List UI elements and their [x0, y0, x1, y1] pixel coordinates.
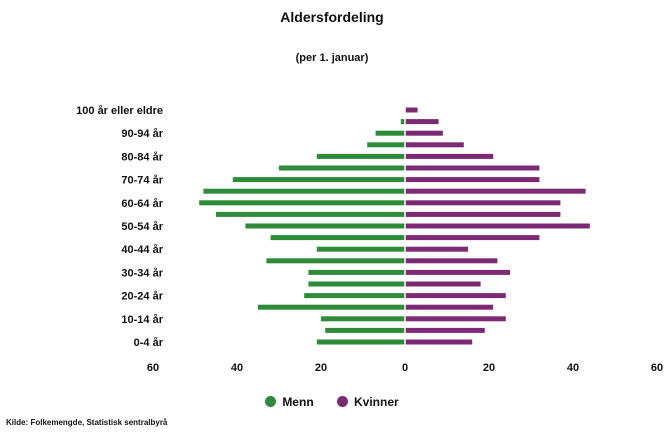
bar-women — [405, 269, 510, 275]
legend-label-men: Menn — [282, 395, 314, 409]
age-group-label: 60-64 år — [121, 198, 163, 210]
women-swatch-icon — [337, 396, 348, 407]
bar-men — [325, 327, 405, 333]
age-group-label: 0-4 år — [134, 337, 164, 349]
bar-women — [405, 235, 540, 241]
source-note: Kilde: Folkemengde, Statistisk sentralby… — [6, 418, 168, 427]
bar-women — [405, 281, 481, 287]
age-group-label: 100 år eller eldre — [76, 105, 163, 117]
x-tick-label: 40 — [567, 362, 579, 374]
age-group-label: 90-94 år — [121, 128, 163, 140]
chart-subtitle: (per 1. januar) — [295, 52, 369, 64]
men-swatch-icon — [265, 396, 277, 407]
bar-women — [405, 316, 506, 322]
x-tick-label: 40 — [231, 362, 243, 374]
bar-men — [321, 316, 405, 322]
legend-item-men: Menn — [265, 395, 314, 409]
bar-women — [405, 165, 540, 171]
x-tick-label: 20 — [483, 362, 495, 374]
bar-men — [400, 119, 405, 125]
bar-women — [405, 119, 439, 125]
bar-men — [279, 165, 405, 171]
x-tick-labels: 60 40 20 0 20 40 60 — [147, 362, 663, 374]
bar-men — [232, 177, 405, 183]
age-group-label: 80-84 år — [121, 151, 163, 163]
age-group-label: 40-44 år — [121, 244, 163, 256]
bar-women — [405, 200, 561, 206]
bar-women — [405, 304, 494, 310]
x-tick-label: 20 — [315, 362, 327, 374]
legend-item-women: Kvinner — [337, 395, 399, 409]
bar-women — [405, 258, 498, 264]
bar-men — [203, 188, 405, 194]
bars-group — [199, 107, 590, 345]
bar-men — [308, 269, 405, 275]
bar-men — [308, 281, 405, 287]
bar-women — [405, 130, 443, 136]
bar-women — [405, 107, 418, 113]
bar-men — [375, 130, 405, 136]
age-group-label: 30-34 år — [121, 267, 163, 279]
age-group-label: 10-14 år — [121, 314, 163, 326]
bar-men — [258, 304, 405, 310]
age-group-label: 20-24 år — [121, 291, 163, 303]
bar-men — [199, 200, 405, 206]
bar-men — [316, 153, 405, 159]
bar-women — [405, 211, 561, 217]
bar-men — [304, 293, 405, 299]
bar-men — [216, 211, 405, 217]
bar-women — [405, 223, 590, 229]
bar-men — [316, 246, 405, 252]
x-tick-label: 60 — [651, 362, 663, 374]
x-tick-label: 60 — [147, 362, 159, 374]
x-tick-label: 0 — [402, 362, 408, 374]
age-group-labels: 100 år eller eldre 90-94 år 80-84 år 70-74 … — [76, 105, 164, 349]
bar-men — [266, 258, 405, 264]
bar-women — [405, 188, 586, 194]
bar-women — [405, 339, 473, 345]
age-group-label: 50-54 år — [121, 221, 163, 233]
age-group-label: 70-74 år — [121, 175, 163, 187]
bar-men — [270, 235, 405, 241]
bar-men — [316, 339, 405, 345]
legend-label-women: Kvinner — [354, 395, 399, 409]
bar-men — [367, 142, 405, 148]
bar-women — [405, 293, 506, 299]
legend: Menn Kvinner — [0, 395, 664, 409]
bar-men — [245, 223, 405, 229]
chart-title: Aldersfordeling — [280, 9, 384, 25]
bar-women — [405, 153, 494, 159]
bar-women — [405, 246, 468, 252]
bar-women — [405, 177, 540, 183]
bar-women — [405, 327, 485, 333]
bar-women — [405, 142, 464, 148]
